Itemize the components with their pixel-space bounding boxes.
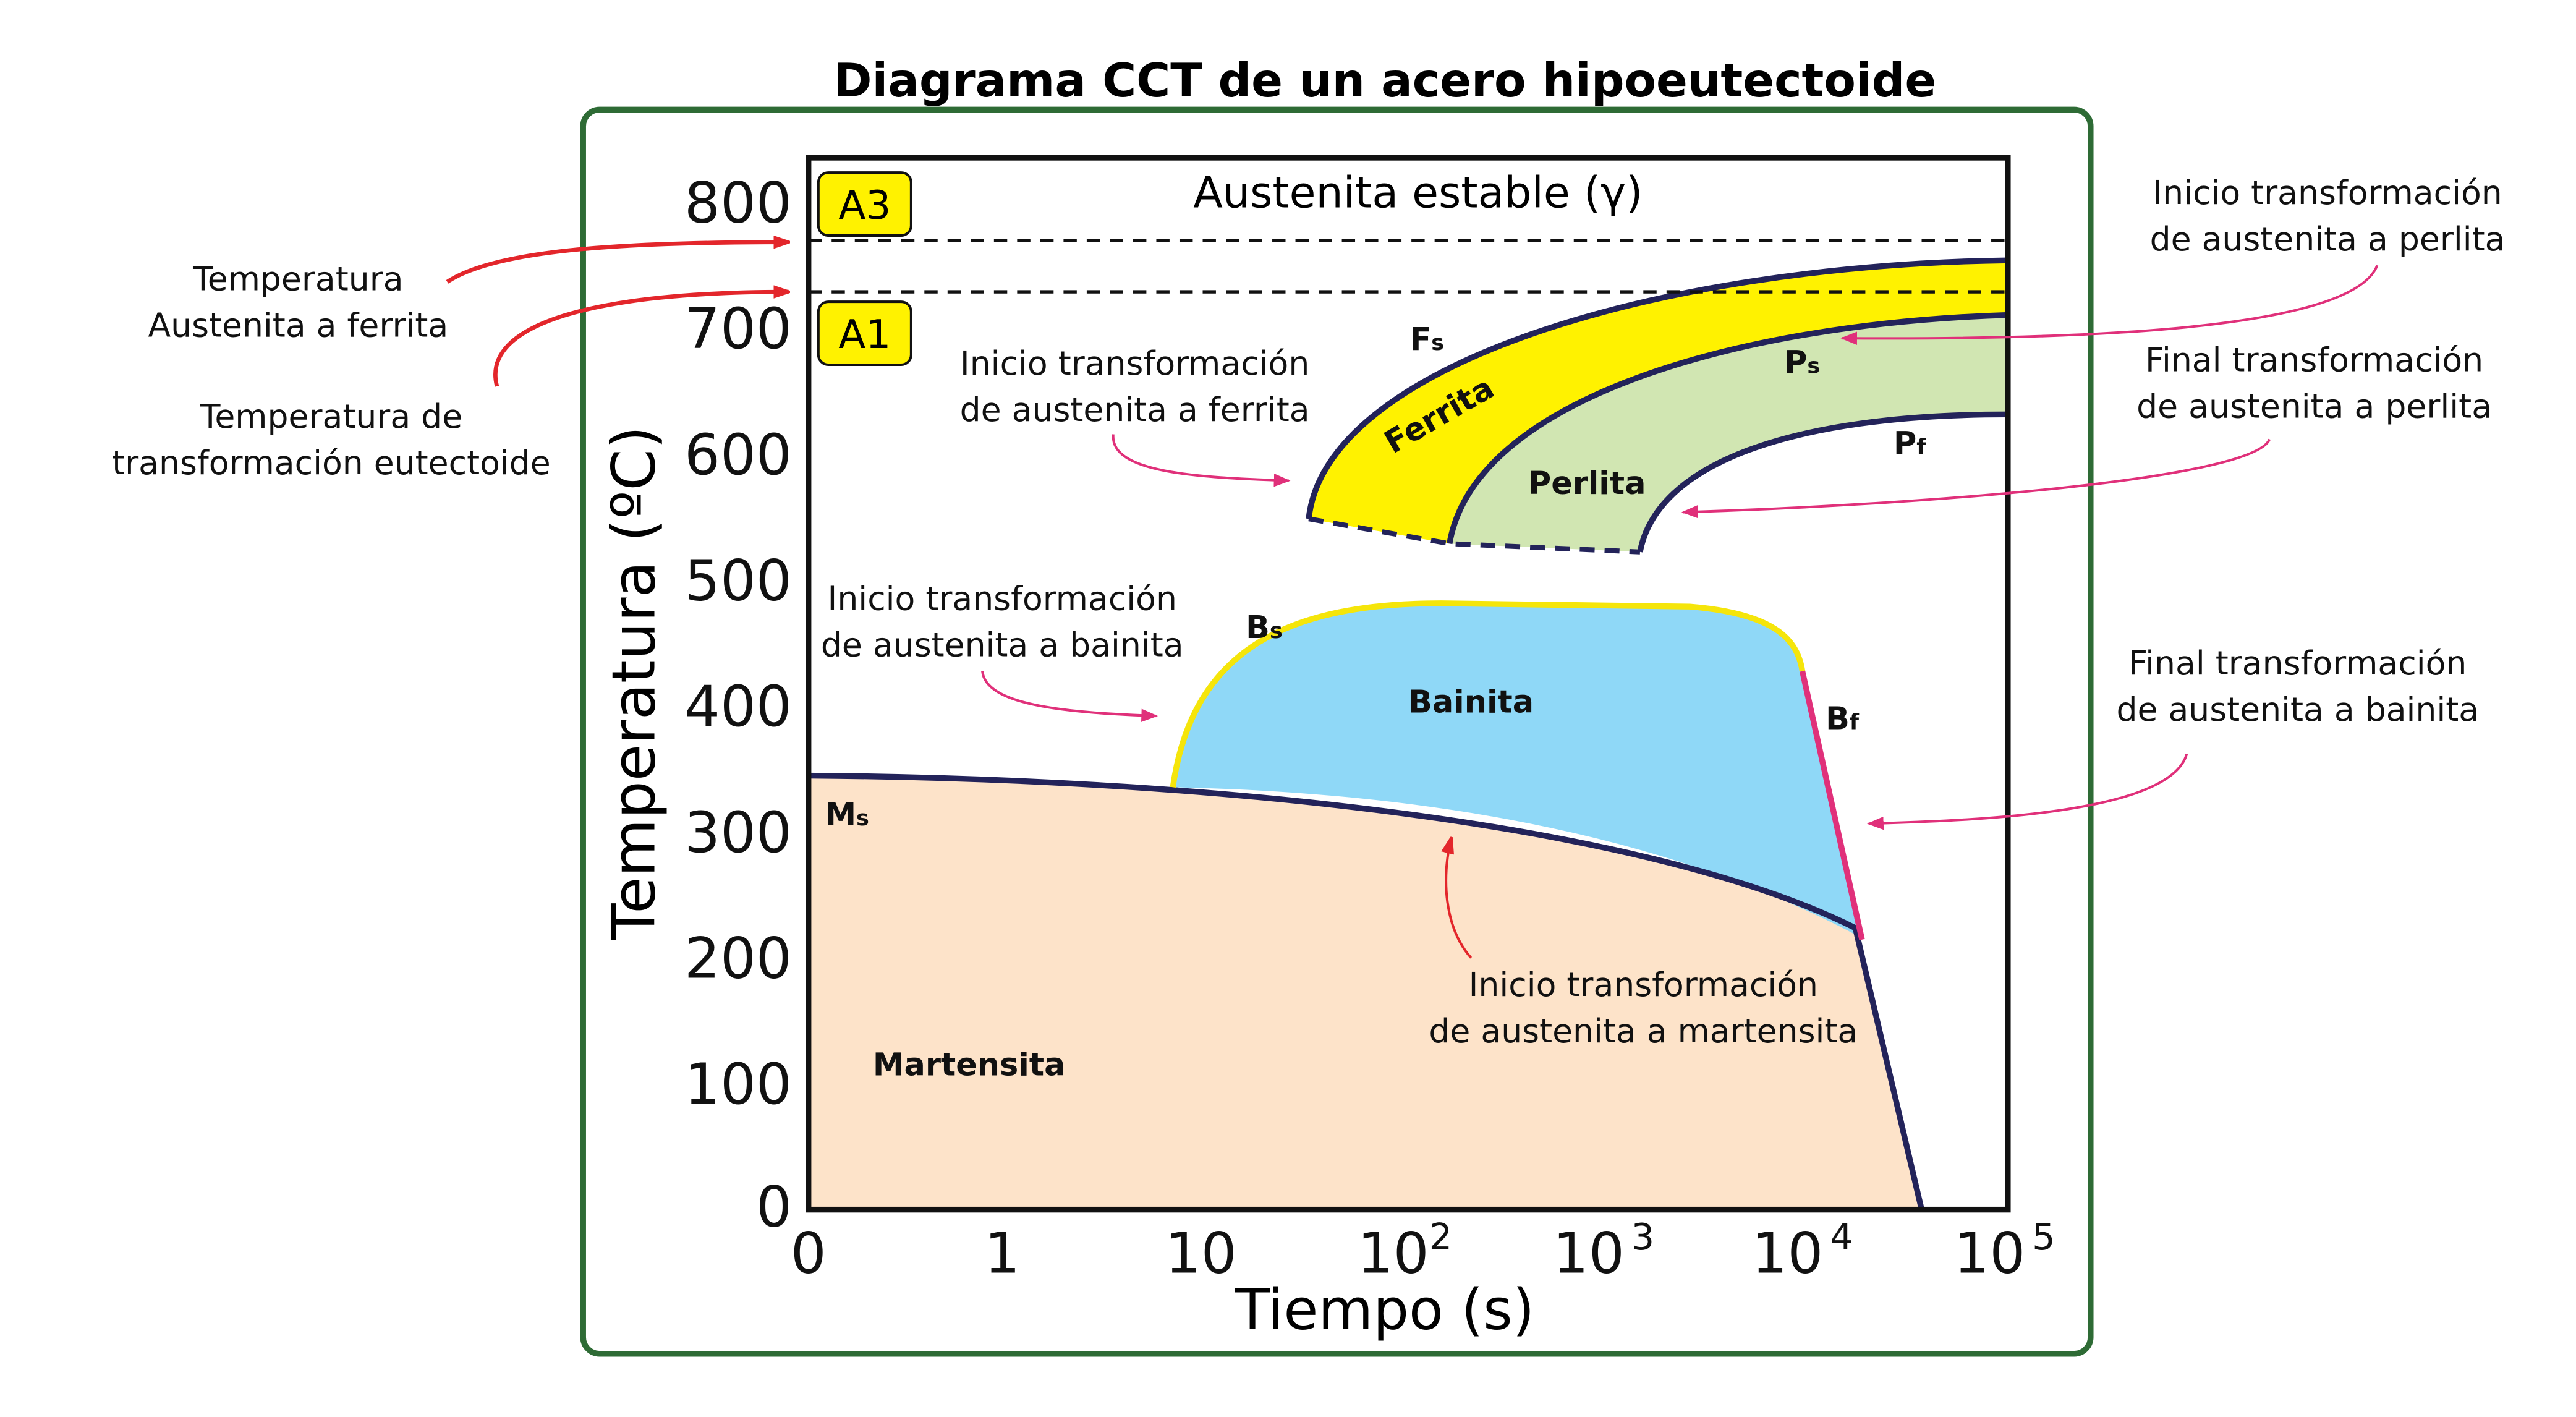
annotation: Temperatura Austenita a ferrita bbox=[148, 259, 448, 344]
perlite-region bbox=[1449, 315, 2008, 552]
annotation: Temperatura de transformación eutectoide bbox=[112, 397, 551, 482]
a3-box bbox=[817, 171, 912, 237]
stable-label: Austenita estable (γ) bbox=[1193, 168, 1643, 218]
y-axis-label: Temperatura (ºC) bbox=[598, 426, 668, 941]
annotation: Inicio transformación de austenita a mart… bbox=[1429, 965, 1858, 1050]
y-tick-label: 700 bbox=[684, 296, 792, 362]
bf-label: Bf bbox=[1826, 700, 1860, 737]
arrow bbox=[1840, 265, 2379, 345]
y-ticks: 0 100 200 300 400 500 600 700 800 bbox=[684, 170, 792, 1240]
arrow bbox=[493, 292, 788, 387]
arrows bbox=[446, 242, 2379, 959]
x-tick-label: 10 bbox=[1165, 1220, 1237, 1286]
x-tick-label: 1 bbox=[984, 1220, 1020, 1286]
ps-label: Ps bbox=[1784, 344, 1820, 381]
plot-border bbox=[806, 155, 2011, 1213]
fs-curve bbox=[1306, 257, 2008, 519]
bainite-label: Bainita bbox=[1408, 684, 1534, 721]
y-tick-label: 200 bbox=[684, 926, 792, 991]
bf-curve bbox=[1799, 670, 1865, 940]
arrow bbox=[446, 242, 789, 284]
pf-curve bbox=[1637, 411, 2008, 553]
ms-curve bbox=[808, 772, 1925, 1211]
ps-curve bbox=[1447, 312, 2008, 545]
arrow bbox=[1681, 438, 2271, 519]
ms-label: Ms bbox=[825, 797, 869, 833]
perlite-label: Perlita bbox=[1528, 466, 1646, 502]
pf-label: Pf bbox=[1894, 426, 1926, 462]
annotation: Final transformación de austenita a baini… bbox=[2116, 644, 2479, 729]
title: Diagrama CCT de un acero hipoeutectoide bbox=[833, 53, 1936, 108]
annotation: Final transformación de austenita a perli… bbox=[2136, 341, 2492, 426]
arrow bbox=[1446, 838, 1473, 959]
y-tick-label: 400 bbox=[684, 674, 792, 739]
y-tick-label: 600 bbox=[684, 422, 792, 488]
x-tick-label: 10 3 bbox=[1553, 1215, 1654, 1287]
y-tick-label: 0 bbox=[756, 1174, 792, 1240]
martensite-region bbox=[808, 775, 1922, 1210]
annotation: Inicio transformación de austenita a perl… bbox=[2150, 173, 2506, 258]
bainite-region bbox=[1173, 603, 1859, 937]
y-tick-label: 500 bbox=[684, 548, 792, 613]
a3-label: A3 bbox=[838, 182, 891, 229]
x-tick-label: 10 5 bbox=[1953, 1215, 2055, 1287]
x-tick-label: 10 4 bbox=[1751, 1215, 1853, 1287]
bs-label: Bs bbox=[1246, 610, 1283, 646]
annotation: Inicio transformación de austenita a bain… bbox=[821, 579, 1184, 665]
arrow bbox=[981, 671, 1158, 722]
martensite-label: Martensita bbox=[873, 1047, 1066, 1084]
arrow bbox=[1112, 434, 1291, 487]
x-ticks: 0 1 10 102 10 3 10 4 10 5 bbox=[791, 1215, 2055, 1287]
frame bbox=[580, 106, 2094, 1357]
x-tick-label: 0 bbox=[791, 1220, 827, 1286]
a1-label: A1 bbox=[838, 312, 891, 358]
arrow bbox=[1867, 754, 2188, 830]
x-tick-label: 102 bbox=[1358, 1215, 1452, 1287]
annotation: Inicio transformación de austenita a ferr… bbox=[960, 344, 1310, 429]
x-axis-label: Tiempo (s) bbox=[1235, 1277, 1534, 1343]
y-tick-label: 100 bbox=[684, 1052, 792, 1117]
y-tick-label: 300 bbox=[684, 800, 792, 866]
y-tick-label: 800 bbox=[684, 170, 792, 236]
a1-box bbox=[817, 300, 912, 366]
fs-label: Fs bbox=[1409, 321, 1444, 358]
bs-curve bbox=[1170, 600, 1806, 788]
